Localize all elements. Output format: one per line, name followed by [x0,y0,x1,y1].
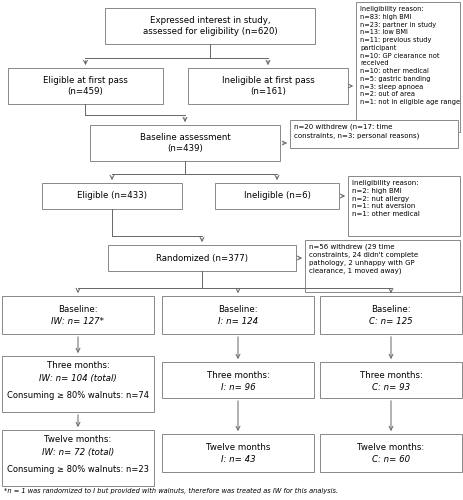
Bar [304,240,459,292]
Bar [355,2,459,132]
Text: C: n= 93: C: n= 93 [371,382,409,392]
Bar [319,296,461,334]
Bar [289,120,457,148]
Text: IW: n= 104 (total): IW: n= 104 (total) [39,374,117,382]
Text: C: n= 60: C: n= 60 [371,456,409,464]
Text: Baseline:: Baseline: [218,306,257,314]
Bar [214,183,338,209]
Text: I: n= 96: I: n= 96 [220,382,255,392]
Bar [108,245,295,271]
Text: Ineligibility reason:
n=2: high BMI
n=2: nut allergy
n=1: nut aversion
n=1: othe: Ineligibility reason: n=2: high BMI n=2:… [351,180,419,217]
Text: *n = 1 was randomized to I but provided with walnuts, therefore was treated as I: *n = 1 was randomized to I but provided … [4,488,338,494]
Text: n=56 withdrew (29 time
constraints, 24 didn't complete
pathology, 2 unhappy with: n=56 withdrew (29 time constraints, 24 d… [308,244,417,274]
Text: Expressed interest in study,
assessed for eligibility (n=620): Expressed interest in study, assessed fo… [143,16,277,36]
Bar [319,362,461,398]
Text: Eligible at first pass
(n=459): Eligible at first pass (n=459) [43,76,128,96]
Text: IW: n= 127*: IW: n= 127* [51,318,104,326]
Text: I: n= 124: I: n= 124 [218,318,257,326]
Bar [347,176,459,236]
Text: I: n= 43: I: n= 43 [220,456,255,464]
Bar [188,68,347,104]
Bar [8,68,163,104]
Text: Three months:: Three months: [206,370,269,380]
Bar [162,296,313,334]
Text: Ineligibility reason:
n=83: high BMI
n=23: partner in study
n=13: low BMI
n=11: : Ineligibility reason: n=83: high BMI n=2… [359,6,459,105]
Text: Baseline:: Baseline: [58,306,98,314]
Bar [2,356,154,412]
Text: Baseline:: Baseline: [370,306,410,314]
Text: Twelve months:: Twelve months: [357,444,424,452]
Text: Twelve months: Twelve months [206,444,269,452]
Text: Randomized (n=377): Randomized (n=377) [156,254,247,262]
Text: n=20 withdrew (n=17: time
constraints, n=3: personal reasons): n=20 withdrew (n=17: time constraints, n… [294,124,419,138]
Bar [162,434,313,472]
Text: Three months:: Three months: [46,362,109,370]
Bar [162,362,313,398]
Bar [105,8,314,44]
Text: C: n= 125: C: n= 125 [369,318,412,326]
Bar [2,296,154,334]
Text: Three months:: Three months: [359,370,421,380]
Bar [90,125,279,161]
Bar [319,434,461,472]
Text: Consuming ≥ 80% walnuts: n=74: Consuming ≥ 80% walnuts: n=74 [7,392,149,400]
Text: Consuming ≥ 80% walnuts: n=23: Consuming ≥ 80% walnuts: n=23 [7,466,149,474]
Text: Baseline assessment
(n=439): Baseline assessment (n=439) [139,133,230,153]
Text: Twelve months:: Twelve months: [44,436,112,444]
Bar [2,430,154,486]
Bar [42,183,181,209]
Text: Ineligible (n=6): Ineligible (n=6) [243,192,310,200]
Text: Eligible (n=433): Eligible (n=433) [77,192,147,200]
Text: Ineligible at first pass
(n=161): Ineligible at first pass (n=161) [221,76,314,96]
Text: IW: n= 72 (total): IW: n= 72 (total) [42,448,114,456]
